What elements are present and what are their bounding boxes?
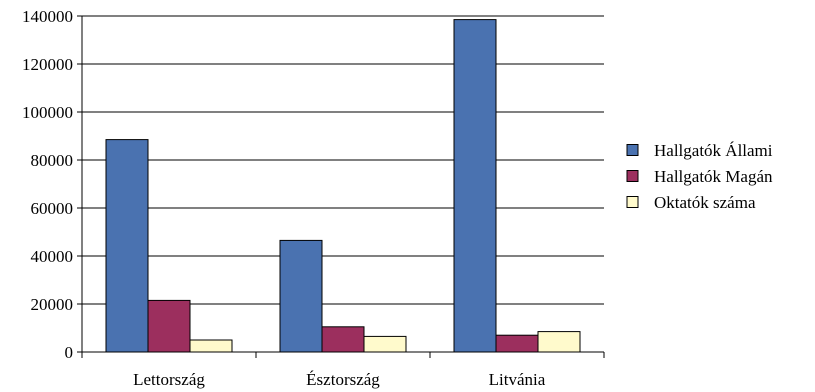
bars bbox=[105, 19, 581, 353]
bar bbox=[147, 299, 191, 353]
x-tick-label: Észtország bbox=[306, 370, 380, 389]
y-tick-label: 60000 bbox=[31, 199, 74, 218]
bar bbox=[495, 334, 539, 353]
y-tick-label: 120000 bbox=[22, 55, 73, 74]
legend-label: Oktatók száma bbox=[654, 193, 756, 212]
bar bbox=[105, 139, 149, 353]
bar bbox=[189, 339, 233, 353]
y-tick-labels: 0 20000 40000 60000 80000 100000 120000 140000 bbox=[22, 7, 73, 362]
bar bbox=[279, 239, 323, 353]
y-tick-label: 140000 bbox=[22, 7, 73, 26]
bar bbox=[363, 335, 407, 353]
bar bbox=[537, 331, 581, 353]
legend-label: Hallgatók Állami bbox=[654, 141, 773, 160]
x-tick-label: Litvánia bbox=[489, 370, 546, 389]
x-tick-label: Lettország bbox=[133, 370, 205, 389]
legend: Hallgatók Állami Hallgatók Magán Oktatók s… bbox=[626, 141, 773, 212]
bar bbox=[321, 326, 365, 353]
y-tick-label: 40000 bbox=[31, 247, 74, 266]
bar bbox=[453, 19, 497, 353]
gridlines bbox=[82, 15, 604, 305]
legend-swatch bbox=[626, 196, 639, 208]
y-tick-label: 100000 bbox=[22, 103, 73, 122]
legend-label: Hallgatók Magán bbox=[654, 167, 773, 186]
y-tick-label: 0 bbox=[65, 343, 74, 362]
legend-swatch bbox=[626, 144, 639, 156]
x-tick-labels: Lettország Észtország Litvánia bbox=[133, 370, 546, 389]
y-tick-label: 20000 bbox=[31, 295, 74, 314]
legend-swatch bbox=[626, 170, 639, 182]
y-tick-label: 80000 bbox=[31, 151, 74, 170]
